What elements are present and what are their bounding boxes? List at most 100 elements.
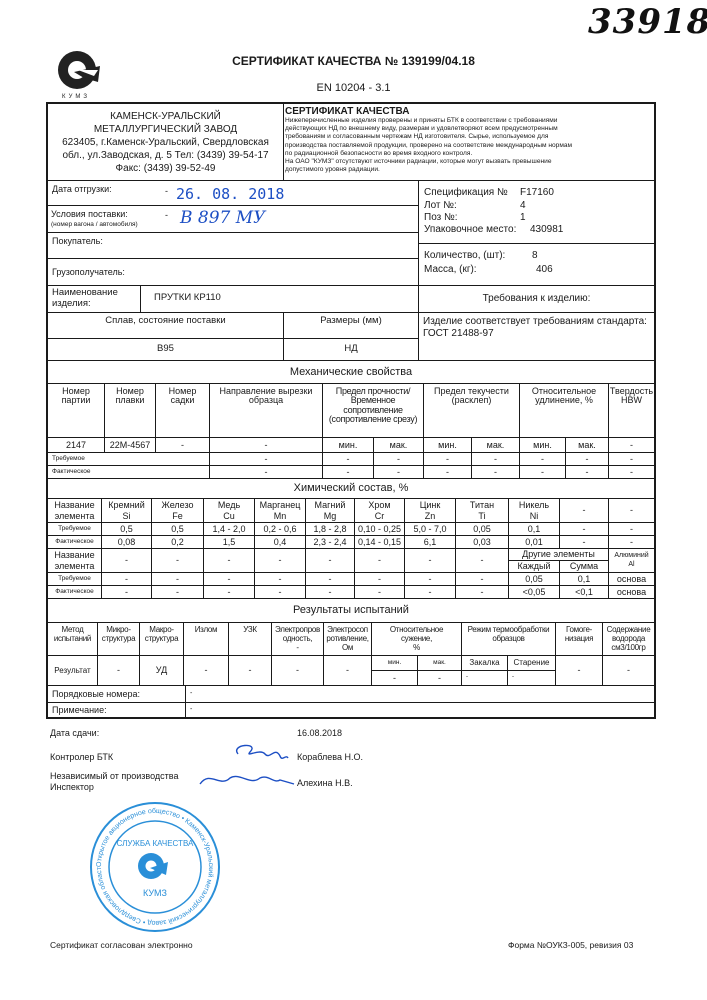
product-label: Наименование изделия: bbox=[47, 285, 141, 313]
chem-required: 1,8 - 2,8 bbox=[305, 522, 355, 536]
heat-quench: Закалка bbox=[461, 655, 508, 671]
chem-required: - bbox=[404, 572, 456, 586]
chem-element: - bbox=[101, 548, 152, 573]
mech-value: - bbox=[373, 465, 424, 479]
results-header: Излом bbox=[183, 622, 229, 656]
chem-actual: 0,08 bbox=[101, 535, 152, 549]
spec-label: Поз №: bbox=[424, 211, 458, 223]
mech-value: - bbox=[423, 452, 472, 466]
date-dash: - bbox=[165, 186, 168, 197]
mech-minmax: мин. bbox=[519, 437, 566, 453]
handwritten-number: 33918 bbox=[588, 2, 707, 42]
results-header: Макро- структура bbox=[139, 622, 184, 656]
spec-label: Лот №: bbox=[424, 199, 457, 211]
requirements-text: Изделие соответствует требованиям станда… bbox=[418, 312, 655, 361]
chem-required: 0,10 - 0,25 bbox=[354, 522, 405, 536]
chem-required: - bbox=[101, 572, 152, 586]
certificate-statement: СЕРТИФИКАТ КАЧЕСТВА Нижеперечисленные изд… bbox=[283, 103, 655, 181]
spec-label: Упаковочное место: bbox=[424, 223, 517, 235]
spec-value: 430981 bbox=[530, 223, 564, 235]
chem-element: Марганец Mn bbox=[254, 498, 306, 523]
mech-header: Относительное удлинение, % bbox=[519, 383, 609, 438]
chem-actual: 0,03 bbox=[455, 535, 509, 549]
results-header: Электропров одность, - bbox=[271, 622, 324, 656]
mechanical-title: Механические свойства bbox=[47, 360, 655, 384]
results-header: УЗК bbox=[228, 622, 272, 656]
chem-actual-label: Фактическое bbox=[47, 535, 102, 549]
statement-line: допустимого уровня радиации. bbox=[285, 166, 380, 174]
mech-value: - bbox=[565, 465, 609, 479]
controller-name: Кораблева Н.О. bbox=[297, 752, 363, 762]
chem-actual: 6,1 bbox=[404, 535, 456, 549]
mech-value: - bbox=[608, 452, 655, 466]
results-header: Метод испытаний bbox=[47, 622, 98, 656]
mech-minmax: мин. bbox=[423, 437, 472, 453]
chem-required: - bbox=[151, 572, 204, 586]
chem-required: 0,05 bbox=[455, 522, 509, 536]
chem-required: 5,0 - 7,0 bbox=[404, 522, 456, 536]
chem-actual: 2,3 - 2,4 bbox=[305, 535, 355, 549]
inspector-name: Алехина Н.В. bbox=[297, 778, 353, 788]
mech-header: Предел прочности/ Временное сопротивлени… bbox=[322, 383, 424, 438]
chem-required: 0,5 bbox=[101, 522, 152, 536]
chem-element: Медь Cu bbox=[203, 498, 255, 523]
result-value: - bbox=[271, 655, 324, 686]
chem-element: Кремний Si bbox=[101, 498, 152, 523]
chem-name-label: Название элемента bbox=[47, 498, 102, 523]
mech-value: - bbox=[322, 465, 374, 479]
mech-value: - bbox=[565, 452, 609, 466]
kumz-logo-icon bbox=[58, 51, 100, 89]
serial-value: - bbox=[185, 685, 655, 703]
statement-title: СЕРТИФИКАТ КАЧЕСТВА bbox=[285, 106, 410, 117]
mech-value: - bbox=[209, 465, 323, 479]
mech-header: Номер садки bbox=[155, 383, 210, 438]
serial-label: Порядковые номера: bbox=[47, 685, 186, 703]
chem-name-label: Название элемента bbox=[47, 548, 102, 573]
mass-label: Масса, (кг): bbox=[424, 264, 477, 276]
results-header: Гомоге- низация bbox=[555, 622, 603, 656]
mech-row-label: Фактическое bbox=[47, 465, 210, 479]
qty-label: Количество, (шт): bbox=[424, 250, 506, 262]
chem-element: Железо Fe bbox=[151, 498, 204, 523]
chem-element: - bbox=[254, 548, 306, 573]
chem-actual: 0,14 - 0,15 bbox=[354, 535, 405, 549]
result-value: - bbox=[97, 655, 140, 686]
mech-value: - bbox=[471, 465, 520, 479]
mech-header: Твердость HBW bbox=[608, 383, 655, 438]
cage-number: - bbox=[155, 437, 210, 453]
footer-left: Сертификат согласован электронно bbox=[50, 940, 193, 950]
mech-value: - bbox=[322, 452, 374, 466]
mech-minmax: мак. bbox=[565, 437, 609, 453]
alloy-value: В95 bbox=[47, 338, 284, 361]
chem-required: 0,1 bbox=[559, 572, 609, 586]
chem-element: - bbox=[203, 548, 255, 573]
results-header: Электросоп ротивление, Ом bbox=[323, 622, 372, 656]
result-value: - bbox=[323, 655, 372, 686]
results-title: Результаты испытаний bbox=[47, 598, 655, 623]
mech-minmax: мак. bbox=[373, 437, 424, 453]
company-line: Факс: (3439) 39-52-49 bbox=[115, 162, 216, 174]
chem-required: - bbox=[608, 522, 655, 536]
aluminium: Алюминий Al bbox=[608, 548, 655, 573]
certificate-title: СЕРТИФИКАТ КАЧЕСТВА № 139199/04.18 bbox=[232, 54, 475, 68]
chem-actual: основа bbox=[608, 585, 655, 599]
mech-value: - bbox=[471, 452, 520, 466]
result-value: УД bbox=[139, 655, 184, 686]
statement-line: требованиям и согласованным чертежам НД … bbox=[285, 133, 549, 141]
statement-line: действующих НД по внешнему виду, размера… bbox=[285, 125, 558, 133]
signatures bbox=[199, 744, 295, 785]
statement-line: На ОАО "КУМЗ" отсутствуют источники ради… bbox=[285, 158, 552, 166]
mech-header: Номер плавки bbox=[104, 383, 156, 438]
chem-required: - bbox=[559, 522, 609, 536]
chem-actual: - bbox=[151, 585, 204, 599]
hardness: - bbox=[608, 437, 655, 453]
result-label: Результат bbox=[47, 655, 98, 686]
mech-value: - bbox=[423, 465, 472, 479]
aging-value: - bbox=[507, 670, 556, 686]
chem-actual: - bbox=[559, 535, 609, 549]
chem-required: - bbox=[305, 572, 355, 586]
chem-required: - bbox=[203, 572, 255, 586]
inspector-label: Независимый от производства Инспектор bbox=[50, 771, 179, 792]
mech-value: - bbox=[519, 465, 566, 479]
consignee-label: Грузополучатель: bbox=[47, 258, 419, 286]
